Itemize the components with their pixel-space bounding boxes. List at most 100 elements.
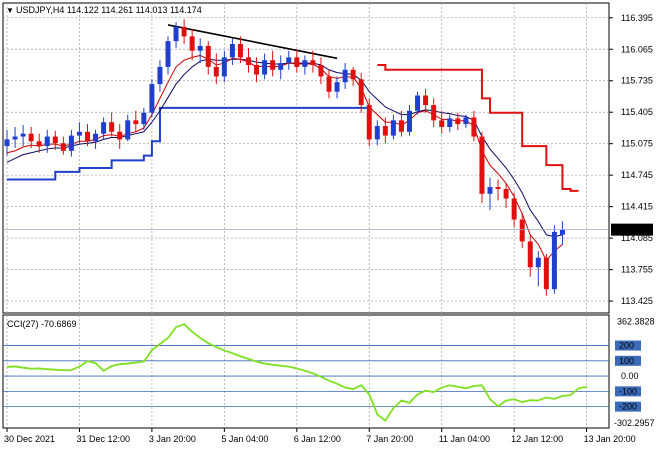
price-tick-label: 113.755 bbox=[621, 265, 653, 275]
bearish-candle bbox=[326, 76, 332, 92]
bullish-candle bbox=[447, 118, 453, 127]
bearish-candle bbox=[479, 136, 485, 194]
time-tick-label: 31 Dec 12:00 bbox=[76, 434, 130, 444]
cci-level-badge bbox=[615, 340, 641, 351]
bearish-candle bbox=[519, 219, 525, 242]
bearish-candle bbox=[382, 126, 388, 136]
cci-level-lines bbox=[3, 345, 609, 408]
resistance-trendline bbox=[167, 24, 338, 60]
bullish-candle bbox=[101, 122, 107, 134]
channel-lower-line bbox=[7, 106, 370, 181]
bearish-candle bbox=[318, 65, 324, 77]
symbol-arrow-icon: ▼ bbox=[6, 6, 14, 15]
bullish-candle bbox=[221, 57, 227, 77]
bullish-candle bbox=[407, 110, 412, 132]
cci-level-label: 100 bbox=[619, 356, 634, 366]
bearish-candle bbox=[213, 66, 219, 77]
bullish-candle bbox=[76, 131, 82, 136]
bullish-candle bbox=[262, 60, 268, 75]
bearish-candle bbox=[495, 187, 501, 189]
bullish-candle bbox=[44, 136, 50, 147]
price-tick-label: 114.415 bbox=[621, 202, 653, 212]
bullish-candle bbox=[302, 60, 308, 67]
cci-level-badge bbox=[615, 355, 641, 366]
price-panel[interactable] bbox=[2, 2, 610, 314]
cci-line bbox=[6, 323, 587, 422]
bearish-candle bbox=[398, 120, 404, 132]
price-tick-label: 114.745 bbox=[621, 170, 653, 180]
trendline-group bbox=[167, 24, 338, 60]
cci-level-badge bbox=[615, 401, 641, 412]
time-axis: 30 Dec 2021 31 Dec 12:00 3 Jan 20:00 5 Jan … bbox=[4, 428, 636, 444]
bullish-candle bbox=[286, 57, 292, 64]
bearish-candle bbox=[431, 105, 437, 121]
slow-moving-average-line bbox=[6, 58, 563, 238]
time-tick-label: 11 Jan 04:00 bbox=[439, 434, 490, 444]
bullish-candle bbox=[334, 82, 340, 92]
bullish-candle bbox=[197, 45, 203, 51]
price-channel-lines bbox=[7, 64, 579, 192]
bearish-candle bbox=[358, 79, 364, 106]
bearish-candle bbox=[366, 105, 372, 140]
cci-level-label: 0.00 bbox=[621, 371, 639, 381]
bullish-candle bbox=[93, 133, 99, 142]
bearish-candle bbox=[294, 57, 300, 67]
bearish-candle bbox=[109, 122, 115, 132]
cci-scale-min-label: -302.2957 bbox=[614, 418, 655, 428]
bullish-candle bbox=[374, 126, 380, 140]
bearish-candle bbox=[117, 131, 123, 140]
channel-upper-line bbox=[377, 64, 579, 192]
bearish-candle bbox=[205, 45, 211, 67]
bullish-candle bbox=[12, 136, 18, 140]
bullish-candle bbox=[141, 112, 147, 125]
bearish-candle bbox=[246, 57, 251, 65]
price-tick-label: 114.085 bbox=[621, 233, 653, 243]
bullish-candle bbox=[487, 187, 493, 194]
bullish-candle bbox=[559, 229, 565, 235]
time-tick-label: 3 Jan 20:00 bbox=[149, 434, 196, 444]
bullish-candle bbox=[68, 135, 74, 151]
bullish-candle bbox=[149, 84, 155, 113]
cci-scale-max-label: 362.3828 bbox=[617, 317, 655, 327]
bullish-candle bbox=[229, 44, 235, 58]
fast-moving-average-line bbox=[6, 54, 563, 262]
bearish-candle bbox=[511, 198, 517, 220]
bullish-candle bbox=[278, 63, 284, 70]
time-tick-label: 5 Jan 04:00 bbox=[221, 434, 268, 444]
bullish-candle bbox=[390, 120, 396, 136]
bearish-candle bbox=[181, 26, 187, 37]
cci-level-badge bbox=[615, 386, 641, 397]
bearish-candle bbox=[439, 120, 445, 127]
bearish-candle bbox=[310, 60, 316, 65]
bearish-candle bbox=[527, 241, 533, 268]
current-price-label: 114.174 bbox=[615, 225, 647, 235]
bullish-candle bbox=[165, 41, 171, 67]
cci-level-label: -100 bbox=[619, 386, 637, 396]
bullish-candle bbox=[20, 133, 26, 137]
bearish-candle bbox=[471, 117, 477, 137]
price-tick-label: 116.065 bbox=[621, 44, 653, 54]
cci-level-label: 200 bbox=[619, 341, 634, 351]
bullish-candle bbox=[535, 257, 541, 268]
bearish-candle bbox=[36, 141, 42, 147]
bearish-candle bbox=[455, 118, 461, 125]
bullish-candle bbox=[415, 95, 421, 111]
bullish-candle bbox=[173, 26, 179, 42]
bearish-candle bbox=[423, 95, 429, 106]
cci-panel-title: CCI(27) -70.6869 bbox=[7, 319, 77, 329]
bearish-candle bbox=[60, 143, 66, 151]
time-tick-label: 6 Jan 12:00 bbox=[294, 434, 341, 444]
candlestick-series bbox=[4, 19, 565, 296]
price-tick-label: 115.405 bbox=[621, 107, 653, 117]
time-tick-label: 30 Dec 2021 bbox=[4, 434, 55, 444]
bearish-candle bbox=[254, 65, 260, 75]
bearish-candle bbox=[237, 44, 243, 58]
bullish-candle bbox=[551, 231, 557, 290]
time-tick-label: 12 Jan 12:00 bbox=[511, 434, 563, 444]
cci-level-label: -200 bbox=[619, 402, 637, 412]
price-tick-label: 116.395 bbox=[621, 13, 653, 23]
cci-axis: 200 100 0.00 -100 -200 362.3828 -302.2957 bbox=[614, 317, 655, 428]
cci-grid bbox=[6, 315, 587, 428]
current-price-badge bbox=[611, 223, 653, 236]
